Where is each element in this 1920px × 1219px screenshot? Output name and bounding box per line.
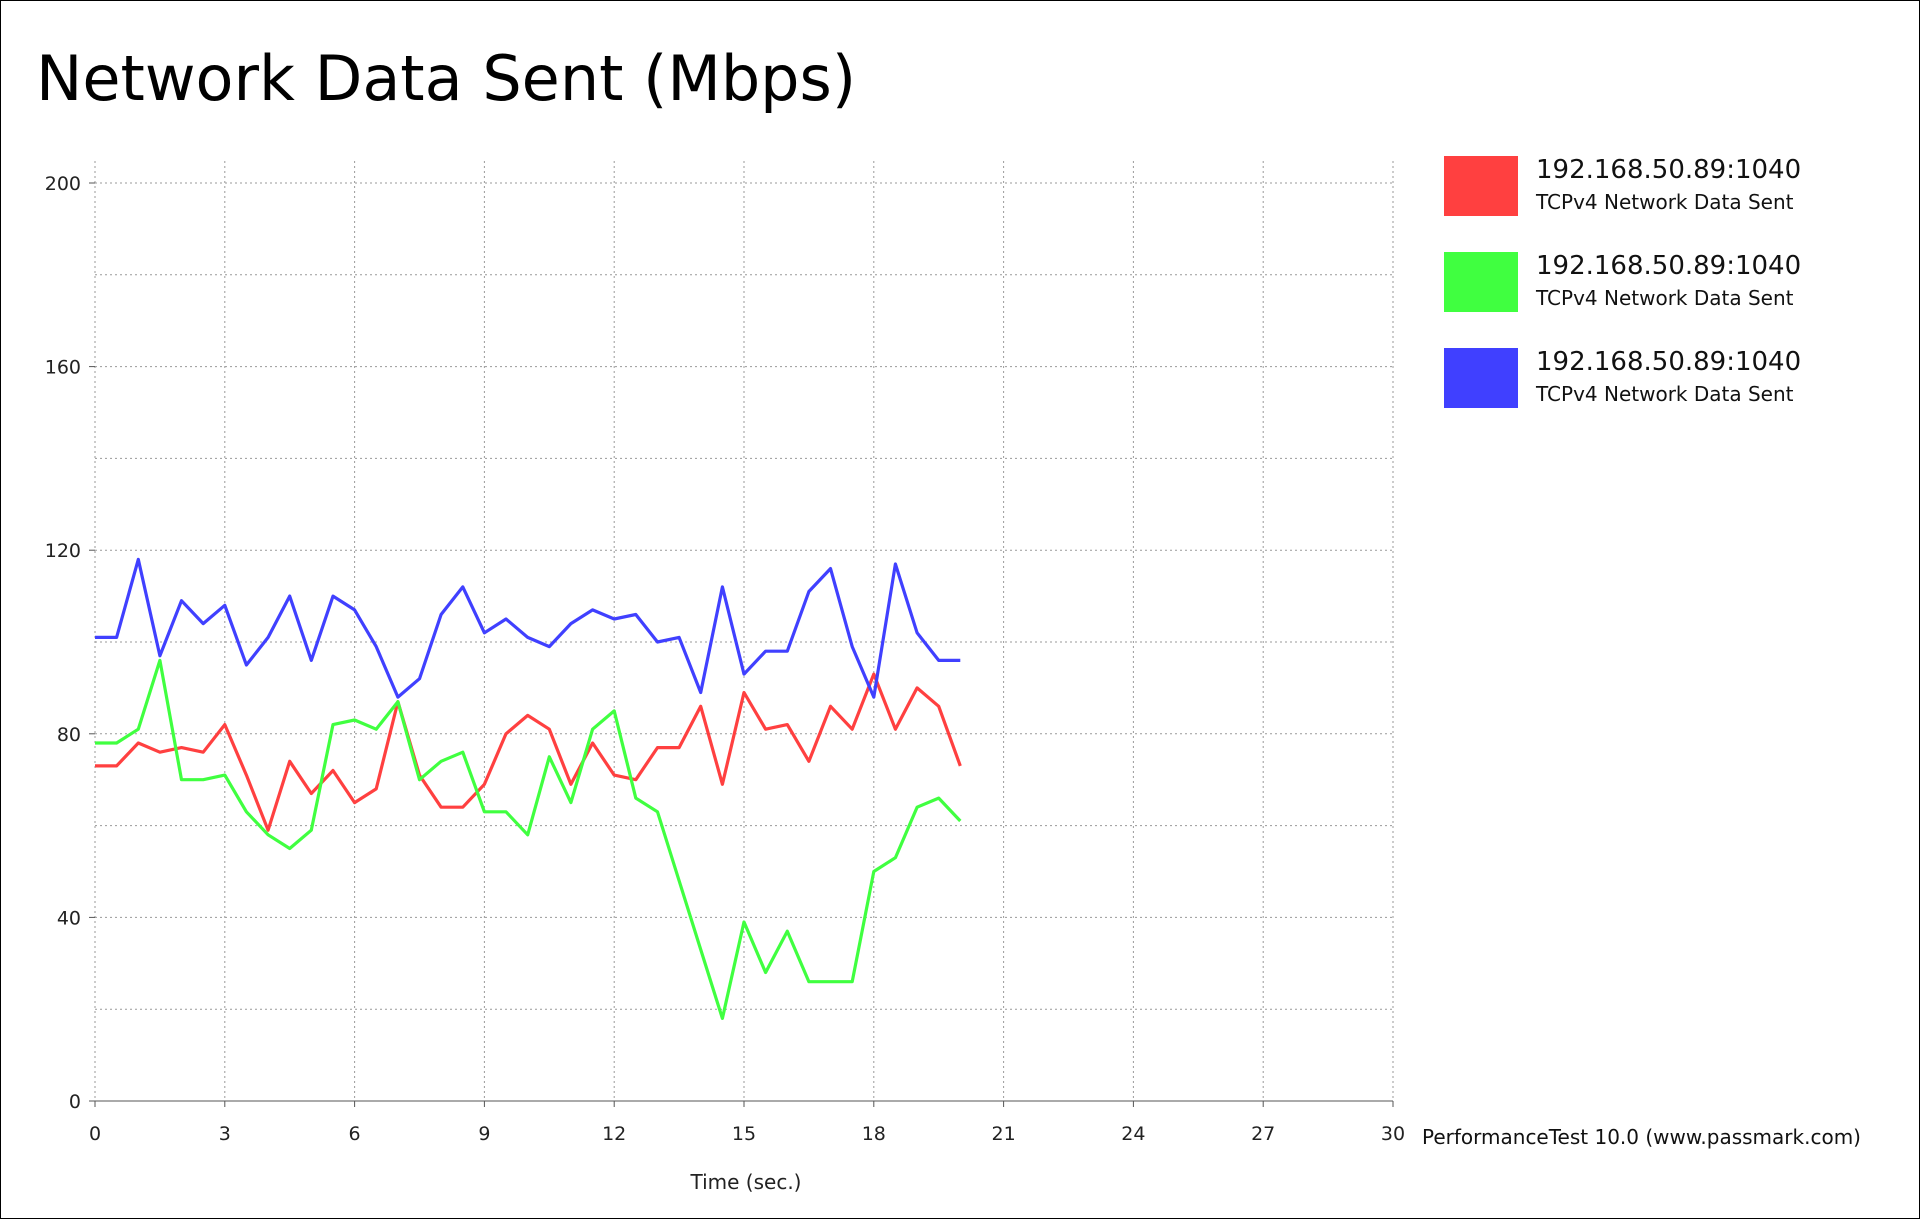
x-tick-label: 27 xyxy=(1251,1123,1275,1145)
legend-item: 192.168.50.89:1040 TCPv4 Network Data Sen… xyxy=(1444,251,1884,316)
legend-series-description: TCPv4 Network Data Sent xyxy=(1536,286,1794,310)
axes: 0 40 80 120 160 200 0 3 6 9 12 15 18 21 24 27 30 xyxy=(45,161,1405,1145)
x-tick-label: 24 xyxy=(1121,1123,1145,1145)
legend-series-description: TCPv4 Network Data Sent xyxy=(1536,190,1794,214)
x-tick-label: 12 xyxy=(602,1123,626,1145)
chart-title: Network Data Sent (Mbps) xyxy=(36,42,857,115)
legend-item: 192.168.50.89:1040 TCPv4 Network Data Sen… xyxy=(1444,155,1884,220)
x-tick-label: 18 xyxy=(862,1123,886,1145)
legend-swatch xyxy=(1444,348,1518,408)
x-tick-label: 30 xyxy=(1381,1123,1405,1145)
x-tick-label: 3 xyxy=(219,1123,231,1145)
series-layer xyxy=(95,557,962,1021)
x-tick-label: 6 xyxy=(349,1123,361,1145)
series-line-3 xyxy=(95,557,961,699)
x-tick-label: 15 xyxy=(732,1123,756,1145)
legend-item: 192.168.50.89:1040 TCPv4 Network Data Sen… xyxy=(1444,347,1884,412)
legend-series-name: 192.168.50.89:1040 xyxy=(1536,347,1802,377)
legend-swatch xyxy=(1444,252,1518,312)
x-tick-label: 9 xyxy=(478,1123,490,1145)
x-tick-label: 0 xyxy=(89,1123,101,1145)
y-tick-label: 120 xyxy=(45,540,81,562)
legend-series-name: 192.168.50.89:1040 xyxy=(1536,251,1802,281)
legend-series-name: 192.168.50.89:1040 xyxy=(1536,155,1802,185)
x-axis-label: Time (sec.) xyxy=(690,1170,802,1194)
legend-swatch xyxy=(1444,156,1518,216)
grid xyxy=(95,161,1394,1101)
series-line-1 xyxy=(95,672,962,832)
x-tick-label: 21 xyxy=(992,1123,1016,1145)
y-tick-label: 200 xyxy=(45,173,81,195)
y-tick-label: 40 xyxy=(57,907,81,929)
series-line-2 xyxy=(95,658,962,1021)
credit-text: PerformanceTest 10.0 (www.passmark.com) xyxy=(1422,1125,1861,1149)
y-tick-label: 0 xyxy=(69,1091,81,1113)
legend-series-description: TCPv4 Network Data Sent xyxy=(1536,382,1794,406)
y-tick-label: 80 xyxy=(57,724,81,746)
y-tick-label: 160 xyxy=(45,357,81,379)
